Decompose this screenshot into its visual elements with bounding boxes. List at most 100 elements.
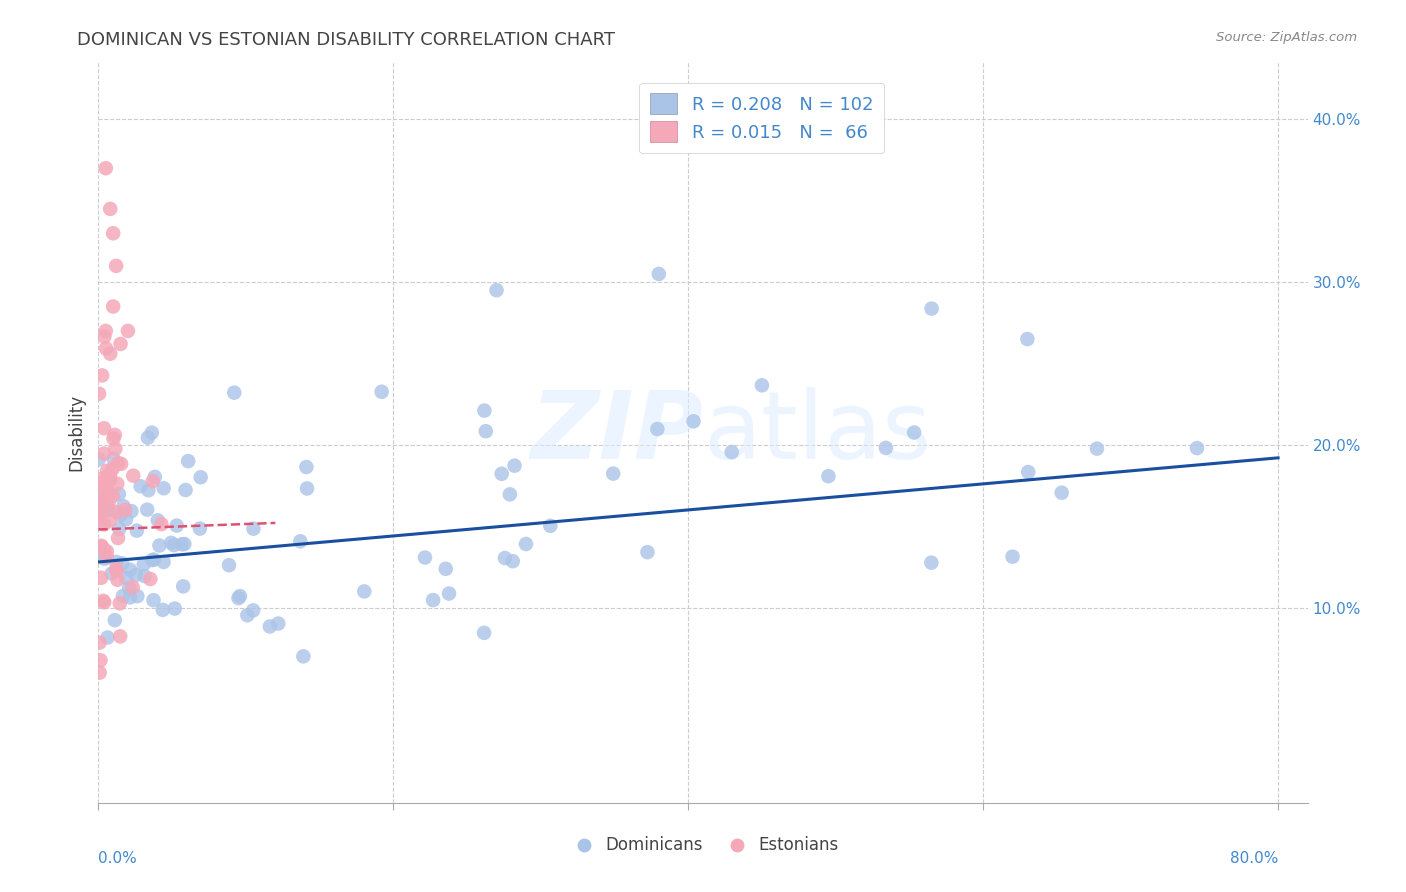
Point (136, 431, 159, 445)
Point (98, 347, 121, 361)
Point (111, 557, 134, 571)
Point (91, 494, 114, 508)
Point (229, 589, 252, 603)
Text: DOMINICAN VS ESTONIAN DISABILITY CORRELATION CHART: DOMINICAN VS ESTONIAN DISABILITY CORRELA… (77, 31, 616, 49)
Point (105, 562, 128, 576)
Point (108, 487, 131, 501)
Point (132, 558, 155, 572)
Point (114, 503, 136, 517)
Point (188, 522, 211, 536)
Point (141, 425, 163, 440)
Point (105, 555, 128, 569)
Point (91, 594, 114, 608)
Point (437, 586, 460, 600)
Point (103, 432, 125, 446)
Point (172, 579, 194, 593)
Point (720, 445, 742, 459)
Point (94, 483, 117, 498)
Point (96, 544, 118, 558)
Point (90, 539, 112, 553)
Point (89, 635, 111, 649)
Point (115, 512, 138, 526)
Point (267, 616, 290, 631)
Point (141, 553, 163, 567)
Point (1185, 441, 1208, 455)
Point (148, 539, 170, 553)
Point (242, 522, 264, 536)
Point (474, 403, 496, 417)
Point (117, 324, 139, 338)
Point (236, 608, 259, 623)
Point (110, 508, 132, 522)
Point (104, 442, 127, 456)
Point (101, 300, 124, 314)
Point (1017, 332, 1039, 346)
Point (485, 283, 508, 297)
Point (87, 508, 110, 522)
Point (104, 428, 127, 442)
Point (90, 495, 112, 509)
Point (98, 514, 121, 528)
Point (503, 458, 526, 473)
Point (93, 595, 115, 609)
Point (122, 468, 145, 483)
Point (636, 545, 658, 559)
Text: 80.0%: 80.0% (1230, 851, 1278, 866)
Point (89, 665, 111, 680)
Point (515, 537, 537, 551)
Point (87, 452, 110, 467)
Point (96, 503, 118, 517)
Point (146, 513, 169, 527)
Point (152, 555, 174, 569)
Point (96, 464, 118, 478)
Point (107, 573, 129, 587)
Text: 0.0%: 0.0% (98, 851, 138, 866)
Point (91, 503, 114, 517)
Point (353, 584, 375, 599)
Point (121, 504, 143, 518)
Point (138, 483, 160, 498)
Point (903, 425, 925, 440)
Point (115, 571, 138, 585)
Point (259, 619, 281, 633)
Point (96, 631, 118, 645)
Point (292, 649, 315, 664)
Point (648, 267, 671, 281)
Point (1050, 485, 1073, 500)
Y-axis label: Disability: Disability (67, 394, 86, 471)
Point (602, 467, 624, 481)
Point (139, 572, 162, 586)
Point (295, 460, 318, 475)
Point (111, 589, 134, 603)
Point (91, 472, 114, 486)
Point (110, 337, 132, 351)
Point (107, 456, 129, 470)
Point (142, 593, 165, 607)
Point (101, 566, 124, 581)
Point (97, 487, 120, 501)
Point (105, 476, 128, 491)
Point (499, 487, 522, 501)
Point (136, 502, 159, 516)
Point (494, 551, 516, 566)
Point (98, 202, 121, 216)
Point (1017, 465, 1039, 479)
Point (134, 569, 156, 583)
Point (120, 591, 142, 605)
Point (190, 470, 212, 484)
Point (160, 536, 183, 550)
Legend: Dominicans, Estonians: Dominicans, Estonians (561, 830, 845, 861)
Point (751, 378, 773, 392)
Point (101, 461, 124, 475)
Point (920, 556, 942, 570)
Point (101, 227, 124, 241)
Point (91, 368, 114, 383)
Point (1001, 549, 1024, 564)
Point (150, 517, 173, 532)
Point (96, 484, 118, 499)
Point (97, 502, 120, 516)
Point (1085, 442, 1108, 456)
Point (118, 581, 141, 595)
Point (152, 481, 174, 495)
Point (472, 625, 495, 640)
